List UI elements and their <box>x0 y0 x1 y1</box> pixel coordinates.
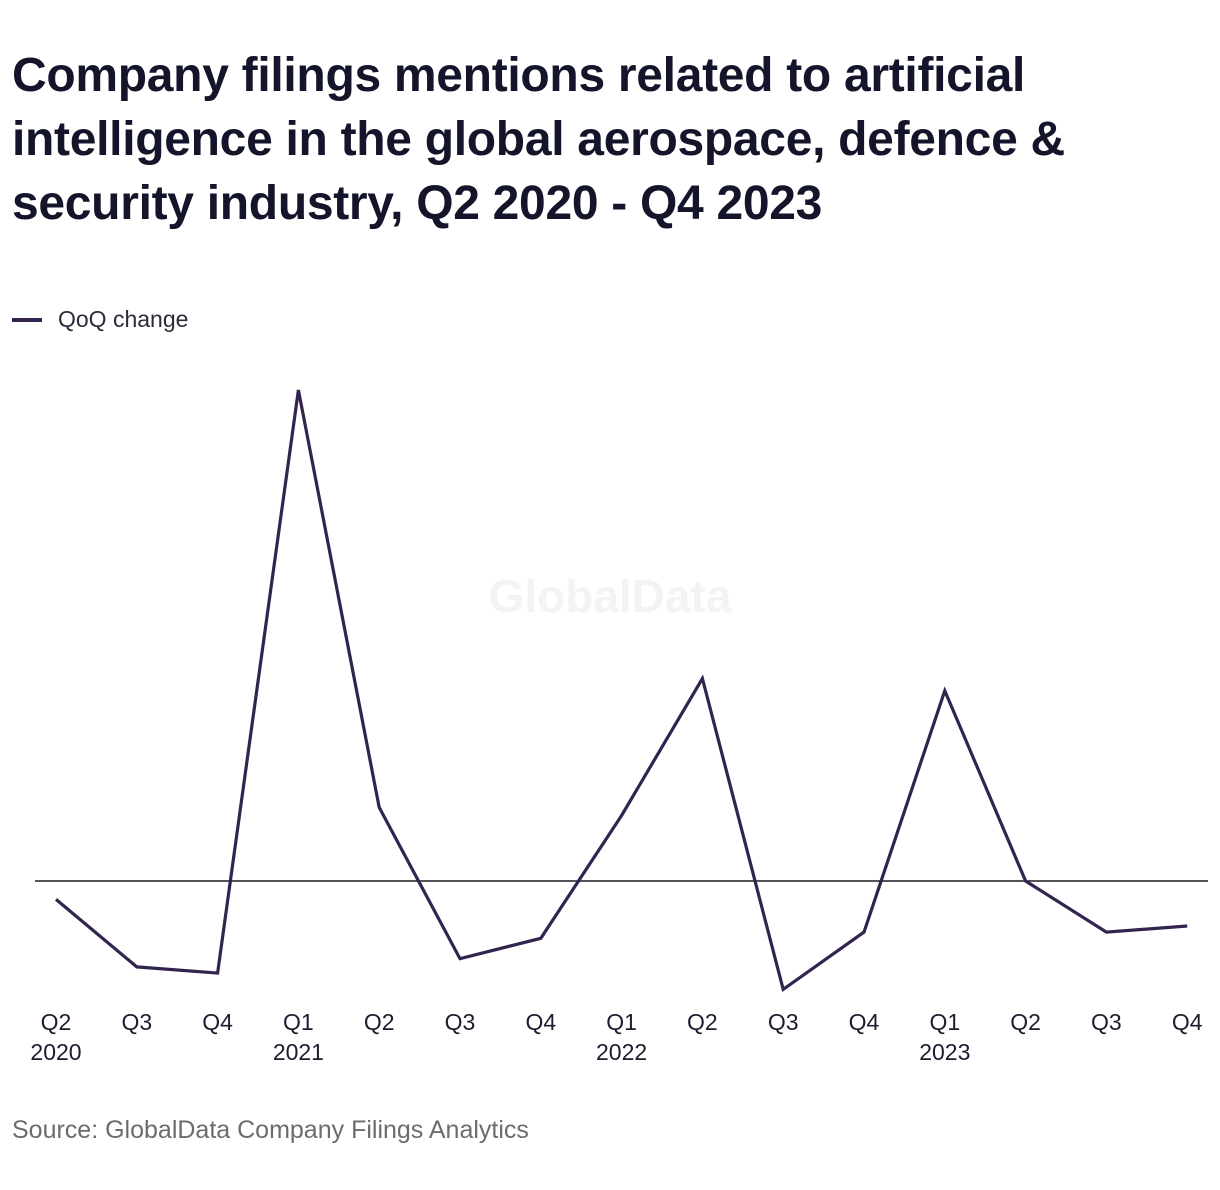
x-tick-year-label: 2023 <box>919 1039 970 1065</box>
legend: QoQ change <box>12 306 188 333</box>
x-tick-label: Q3 <box>445 1009 476 1035</box>
legend-label: QoQ change <box>58 306 189 332</box>
legend-swatch <box>12 317 42 322</box>
x-tick-label: Q4 <box>202 1009 233 1035</box>
x-tick-label: Q4 <box>1172 1009 1203 1035</box>
x-tick-year-label: 2022 <box>596 1039 647 1065</box>
x-tick-label: Q4 <box>525 1009 556 1035</box>
watermark: GlobalData <box>489 570 732 622</box>
x-tick-label: Q2 <box>364 1009 395 1035</box>
x-tick-label: Q2 <box>41 1009 72 1035</box>
x-tick-label: Q3 <box>121 1009 152 1035</box>
x-tick-label: Q3 <box>768 1009 799 1035</box>
x-tick-label: Q1 <box>929 1009 960 1035</box>
x-tick-label: Q2 <box>1010 1009 1041 1035</box>
x-tick-label: Q4 <box>849 1009 880 1035</box>
series-line-0 <box>54 389 1188 993</box>
x-tick-label: Q1 <box>606 1009 637 1035</box>
source-note: Source: GlobalData Company Filings Analy… <box>12 1116 529 1144</box>
x-tick-year-label: 2020 <box>30 1039 81 1065</box>
x-tick-label: Q2 <box>687 1009 718 1035</box>
chart-title: Company filings mentions related to arti… <box>12 49 1065 230</box>
x-tick-label: Q3 <box>1091 1009 1122 1035</box>
x-tick-year-label: 2021 <box>273 1039 324 1065</box>
x-tick-label: Q1 <box>283 1009 314 1035</box>
